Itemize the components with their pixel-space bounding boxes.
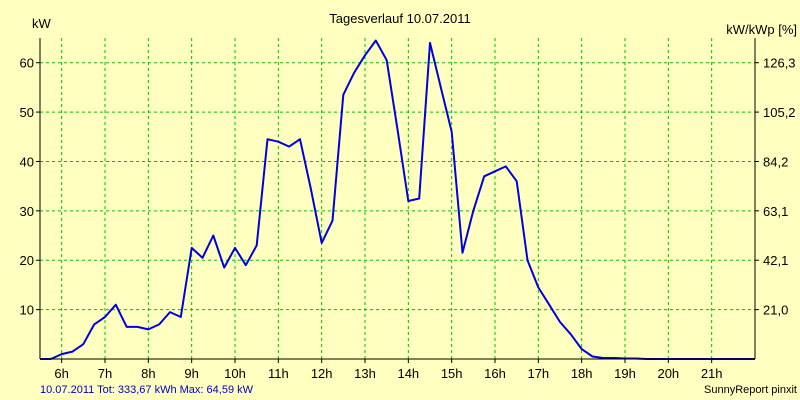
y-axis-right-label: kW/kWp [%] <box>726 22 797 37</box>
x-tick-label: 7h <box>98 366 112 381</box>
y-axis-left-label: kW <box>32 16 52 31</box>
footer-summary: 10.07.2011 Tot: 333,67 kWh Max: 64,59 kW <box>40 384 254 396</box>
y-right-tick-label: 21,0 <box>763 303 788 318</box>
y-left-tick-labels: 10 20 30 40 50 60 <box>20 56 40 318</box>
x-tick-label: 18h <box>571 366 593 381</box>
y-right-tick-label: 126,3 <box>763 56 796 71</box>
x-tick-label: 10h <box>224 366 246 381</box>
plot-frame <box>39 38 756 360</box>
y-right-tick-label: 63,1 <box>763 204 788 219</box>
x-tick-label: 8h <box>141 366 155 381</box>
x-tick-label: 13h <box>354 366 376 381</box>
y-left-tick-label: 30 <box>20 204 34 219</box>
x-tick-label: 21h <box>701 366 723 381</box>
x-tick-label: 16h <box>484 366 506 381</box>
x-tick-label: 14h <box>397 366 419 381</box>
x-tick-label: 20h <box>657 366 679 381</box>
chart-title: Tagesverlauf 10.07.2011 <box>329 11 470 26</box>
x-tick-label: 11h <box>268 366 289 381</box>
plot-area <box>40 38 755 359</box>
x-tick-label: 9h <box>184 366 198 381</box>
x-tick-label: 19h <box>614 366 636 381</box>
x-tick-label: 12h <box>311 366 333 381</box>
y-left-tick-label: 10 <box>20 303 34 318</box>
series-line-kW <box>40 39 755 360</box>
y-left-tick-label: 50 <box>20 105 34 120</box>
horizontal-gridlines <box>40 62 755 311</box>
y-right-tick-label: 84,2 <box>763 154 788 169</box>
y-right-tick-label: 42,1 <box>763 253 788 268</box>
x-tick-labels: 6h 7h 8h 9h 10h 11h 12h 13h 14h 15h 16h 17h 18h 19h 20… <box>54 359 723 381</box>
footer-credit: SunnyReport pinxit <box>704 384 797 396</box>
y-left-tick-label: 40 <box>20 154 34 169</box>
y-right-tick-label: 105,2 <box>763 105 796 120</box>
x-tick-label: 15h <box>441 366 463 381</box>
x-tick-label: 6h <box>54 366 68 381</box>
y-left-tick-label: 20 <box>20 253 34 268</box>
y-right-tick-labels: 21,0 42,1 63,1 84,2 105,2 126,3 <box>755 56 796 318</box>
x-tick-label: 17h <box>527 366 549 381</box>
y-left-tick-label: 60 <box>20 56 34 71</box>
series-layer <box>40 39 755 360</box>
